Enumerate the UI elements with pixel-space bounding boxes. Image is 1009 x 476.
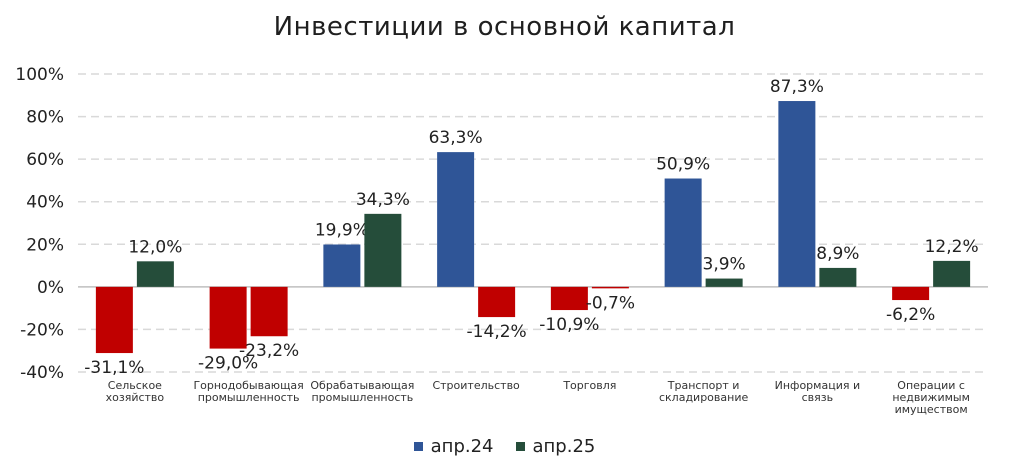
y-tick-label: 40% <box>26 193 64 213</box>
x-tick-label: Информация и <box>775 379 860 392</box>
bar <box>323 244 361 287</box>
bar <box>550 286 588 311</box>
data-label: -31,1% <box>84 358 144 378</box>
x-tick-label: Горнодобывающая <box>193 379 303 392</box>
y-tick-label: -40% <box>20 363 64 383</box>
data-label: 3,9% <box>703 255 746 275</box>
y-tick-label: 0% <box>37 278 64 298</box>
chart-title: Инвестиции в основной капитал <box>273 12 736 42</box>
bar <box>478 286 516 318</box>
x-tick-label: связь <box>802 391 833 404</box>
data-label: -0,7% <box>586 293 635 313</box>
bar <box>933 260 971 287</box>
legend-swatch-series-1 <box>413 442 423 451</box>
bar <box>136 261 174 287</box>
bar <box>705 278 743 287</box>
data-label: -23,2% <box>239 341 299 361</box>
legend-item-series-2: апр.25 <box>515 436 596 457</box>
x-tick-label: Строительство <box>432 379 520 392</box>
x-tick-label: Торговля <box>562 379 616 392</box>
legend-item-series-1: апр.24 <box>413 436 494 457</box>
data-label: 12,2% <box>925 237 979 257</box>
data-label: 12,0% <box>128 237 182 257</box>
y-tick-label: -20% <box>20 320 64 340</box>
data-label: 19,9% <box>315 220 369 240</box>
data-label: -29,0% <box>198 354 258 374</box>
y-tick-label: 20% <box>26 235 64 255</box>
x-tick-label: Сельское <box>108 379 162 392</box>
x-tick-label: недвижимым <box>892 391 970 404</box>
legend-label-series-2: апр.25 <box>532 436 596 457</box>
data-label: 63,3% <box>429 128 483 148</box>
bar <box>778 101 816 287</box>
data-label: -14,2% <box>467 322 527 342</box>
legend: апр.24 апр.25 <box>0 436 1009 457</box>
bar <box>591 286 629 289</box>
bar <box>95 286 133 354</box>
data-label: 34,3% <box>356 190 410 210</box>
x-tick-label: складирование <box>659 391 748 404</box>
data-label: -6,2% <box>886 305 935 325</box>
data-label: 8,9% <box>816 244 859 264</box>
bar <box>819 267 857 287</box>
x-tick-label: Обрабатывающая <box>310 379 414 392</box>
x-tick-label: Операции с <box>897 379 965 392</box>
x-tick-label: промышленность <box>198 391 300 404</box>
bar <box>364 213 402 287</box>
data-label: -10,9% <box>539 315 599 335</box>
x-tick-label: имуществом <box>895 403 968 416</box>
bar <box>250 286 288 337</box>
data-label: 87,3% <box>770 77 824 97</box>
bar <box>437 152 475 287</box>
bar <box>664 178 702 287</box>
bar <box>892 286 930 301</box>
legend-swatch-series-2 <box>515 442 525 451</box>
x-tick-label: Транспорт и <box>667 379 740 392</box>
y-tick-label: 60% <box>26 150 64 170</box>
bar <box>209 286 247 349</box>
y-tick-label: 80% <box>26 108 64 128</box>
data-label: 50,9% <box>656 155 710 175</box>
legend-label-series-1: апр.24 <box>430 436 494 457</box>
x-tick-label: промышленность <box>311 391 413 404</box>
x-tick-label: хозяйство <box>106 391 165 404</box>
y-tick-label: 100% <box>15 65 64 85</box>
